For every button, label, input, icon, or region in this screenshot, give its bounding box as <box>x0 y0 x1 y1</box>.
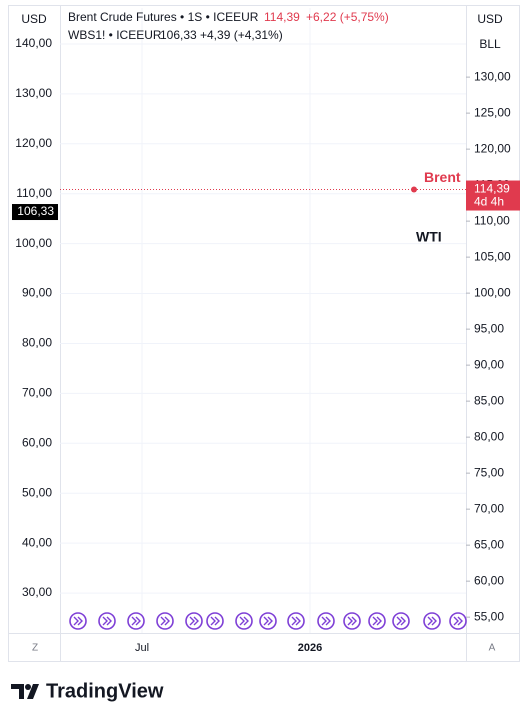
event-icon-arrow <box>396 616 406 626</box>
y2-tick-label: 55,00 <box>474 609 504 623</box>
left-unit: USD <box>21 12 47 26</box>
y2-tick-label: 60,00 <box>474 573 504 587</box>
plot: Brent WTI <box>60 169 466 245</box>
y2-tick-label: 65,00 <box>474 537 504 551</box>
y2-tick-label: 120,00 <box>474 141 511 155</box>
y2-tick-label: 125,00 <box>474 105 511 119</box>
y2-tick-label: 95,00 <box>474 321 504 335</box>
series-annotation: Brent <box>424 169 461 185</box>
event-icon-arrow <box>321 616 331 626</box>
y-tick-label: 60,00 <box>22 435 52 449</box>
y-tick-label: 120,00 <box>15 136 52 150</box>
price-badge-label: 114,39 <box>474 182 510 196</box>
y-tick-label: 110,00 <box>16 186 52 200</box>
right-unit: BLL <box>479 37 501 51</box>
price-badge <box>466 180 520 211</box>
event-icon-arrow <box>160 616 170 626</box>
y-tick-label: 130,00 <box>15 86 52 100</box>
brand: TradingView <box>46 680 164 702</box>
y2-tick-label: 90,00 <box>474 357 504 371</box>
y2-tick-label: 80,00 <box>474 429 504 443</box>
price-badge-label: 106,33 <box>17 204 54 218</box>
price-badge <box>12 204 58 221</box>
grid <box>60 8 466 633</box>
event-icon-arrow <box>239 616 249 626</box>
y-tick-label: 140,00 <box>15 36 52 50</box>
event-icon-arrow <box>131 616 141 626</box>
legend-price: 106,33 <box>160 28 197 42</box>
y2-tick-label: 105,00 <box>474 249 511 263</box>
frame <box>8 5 520 662</box>
event-icon-arrow <box>453 616 463 626</box>
legend-change: +4,39 (+4,31%) <box>200 28 283 42</box>
event-icon-arrow <box>189 616 199 626</box>
y-tick-label: 100,00 <box>15 236 52 250</box>
event-icon-arrow <box>102 616 112 626</box>
footer-left[interactable]: Z <box>32 643 38 654</box>
legend-price: 114,39 <box>264 10 300 24</box>
y-tick-label: 40,00 <box>22 535 52 549</box>
event-icon-arrow <box>347 616 357 626</box>
y-tick-label: 70,00 <box>22 386 52 400</box>
y2-tick-label: 85,00 <box>474 393 504 407</box>
legend-name: Brent Crude Futures • 1S • ICEEUR <box>68 10 259 24</box>
x-tick-label: 2026 <box>298 642 322 654</box>
y2-tick-label: 70,00 <box>474 501 504 515</box>
event-icon-arrow <box>372 616 382 626</box>
events <box>69 612 467 630</box>
event-icon-arrow <box>263 616 273 626</box>
event-icon-arrow <box>73 616 83 626</box>
event-icon-arrow <box>427 616 437 626</box>
y2-tick-label: 110,00 <box>474 213 510 227</box>
y2-tick-label: 130,00 <box>474 69 511 83</box>
y-tick-label: 30,00 <box>22 585 52 599</box>
x-tick-label: Jul <box>135 642 149 654</box>
last-point <box>411 186 417 193</box>
y2-tick-label: 100,00 <box>474 285 511 299</box>
event-icon-arrow <box>291 616 301 626</box>
right-unit: USD <box>477 12 503 26</box>
countdown: 4d 4h <box>474 195 504 209</box>
footer-right[interactable]: A <box>489 643 496 654</box>
series-annotation: WTI <box>416 229 442 245</box>
y2-tick-label: 75,00 <box>474 465 504 479</box>
y-tick-label: 90,00 <box>22 286 52 300</box>
legend-name: WBS1! • ICEEUR <box>68 28 162 42</box>
y-tick-label: 80,00 <box>22 336 52 350</box>
event-icon-arrow <box>210 616 220 626</box>
brand-logo <box>11 684 39 699</box>
y-tick-label: 50,00 <box>22 485 52 499</box>
axes: 30,00 40,00 50,00 60,00 70,00 80,00 90,00 100,0… <box>12 36 520 654</box>
legend-change: +6,22 (+5,75%) <box>306 10 389 24</box>
